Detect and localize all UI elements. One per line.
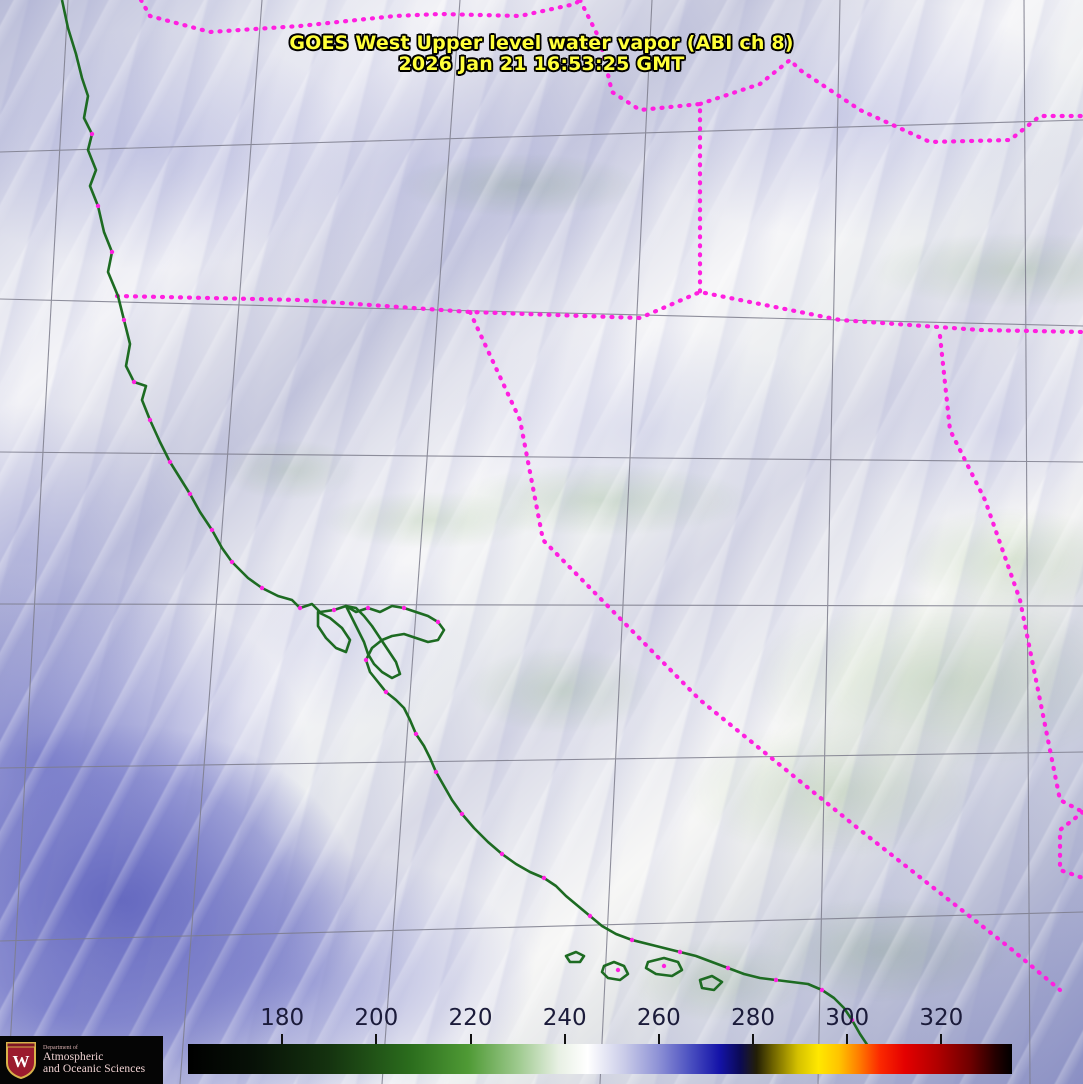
- colorbar-tick: [657, 1034, 660, 1044]
- colorbar-tick: [846, 1034, 849, 1044]
- colorbar-tick: [940, 1034, 943, 1044]
- logo-line-oceanic: and Oceanic Sciences: [43, 1063, 146, 1076]
- colorbar-tick-label: 320: [919, 1005, 964, 1031]
- logo-line-department: Department of: [43, 1044, 78, 1051]
- colorbar: 180 200 220 240 260 280 300 320: [188, 1005, 1012, 1074]
- colorbar-tick: [469, 1034, 472, 1044]
- colorbar-tick: [563, 1034, 566, 1044]
- colorbar-tick-label: 200: [354, 1005, 399, 1031]
- political-borders: [114, 0, 1083, 993]
- colorbar-tick-label: 260: [636, 1005, 681, 1031]
- colorbar-tick-label: 220: [448, 1005, 493, 1031]
- coastlines: [60, 0, 870, 1047]
- colorbar-tick-label: 300: [825, 1005, 870, 1031]
- colorbar-tick-label: 240: [542, 1005, 587, 1031]
- colorbar-gradient: [188, 1044, 1012, 1074]
- logo-text: Department of Atmospheric and Oceanic Sc…: [43, 1045, 145, 1075]
- coastline-markers: [89, 131, 855, 1023]
- crest-letter: W: [13, 1052, 30, 1071]
- uw-crest-icon: W: [4, 1040, 38, 1080]
- colorbar-tick-label: 180: [260, 1005, 305, 1031]
- colorbar-tick-label: 280: [731, 1005, 775, 1031]
- colorbar-tick: [752, 1034, 755, 1044]
- institution-logo: W Department of Atmospheric and Oceanic …: [0, 1036, 163, 1084]
- logo-line-atmospheric: Atmospheric: [43, 1051, 104, 1064]
- colorbar-tick: [375, 1034, 378, 1044]
- colorbar-tick: [281, 1034, 284, 1044]
